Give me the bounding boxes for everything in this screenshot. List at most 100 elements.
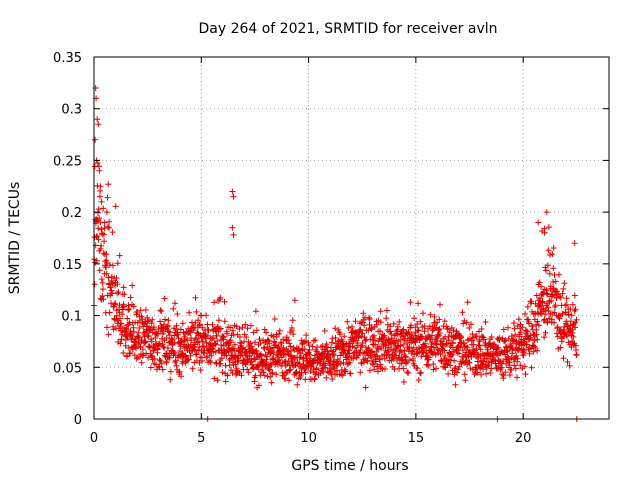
data-point [106,218,113,225]
data-point [357,326,364,333]
data-point [186,309,193,316]
data-point [551,319,557,326]
data-point [425,354,432,361]
data-point [197,321,203,328]
data-point [283,337,290,344]
data-point [359,330,366,337]
data-point [120,350,127,356]
data-point [382,366,388,372]
data-point [130,303,137,310]
data-point [548,297,555,304]
data-point [361,322,368,329]
data-point [108,287,115,294]
data-point [154,346,161,353]
data-point [142,307,149,313]
data-point [466,359,473,366]
data-point [400,365,407,372]
data-point [267,373,274,380]
data-point [429,332,435,339]
data-point [310,337,317,344]
data-point [526,350,533,357]
data-point [524,303,531,310]
data-point [506,372,513,378]
data-point [464,344,471,351]
data-point [95,206,102,213]
data-point [96,267,103,274]
data-point [188,337,195,344]
data-point [270,349,277,356]
data-point [156,340,163,347]
data-point [366,316,373,323]
data-point [100,250,107,257]
data-point [436,330,443,336]
data-point [145,354,152,361]
data-point [167,329,173,336]
data-point [477,346,484,353]
data-point [543,267,549,274]
data-point [526,320,532,327]
x-tick-label: 20 [515,431,532,446]
data-point [103,270,110,277]
data-point [406,344,413,350]
data-point [546,270,553,277]
data-point [492,360,499,367]
data-point [302,369,309,376]
data-point [443,340,450,347]
data-point [220,333,227,340]
data-point [463,319,470,326]
data-point [227,324,234,331]
data-point [464,299,471,306]
data-point [280,372,287,379]
data-point [535,322,542,329]
data-point [243,350,250,356]
data-point [271,316,278,322]
data-point [509,350,516,357]
data-point [337,331,343,338]
data-point [260,357,266,364]
data-point [231,341,238,348]
data-point [450,327,457,334]
data-point [256,382,262,389]
data-point [488,365,495,372]
data-point [411,315,418,322]
data-point [244,356,250,363]
data-point [100,286,106,293]
data-point [261,326,268,333]
data-point [549,251,556,258]
data-point [522,311,528,317]
data-point [536,279,543,286]
data-point [533,292,540,299]
data-point [474,369,481,376]
data-point [174,331,181,338]
data-point [301,346,308,352]
data-point [415,300,422,307]
data-point [511,325,518,332]
data-point [221,318,228,325]
data-point [417,369,424,376]
data-point [544,262,551,269]
data-point [511,362,518,369]
data-point [373,348,380,355]
data-point [219,369,226,376]
data-point [172,357,179,364]
x-tick-label: 10 [300,431,317,446]
data-point [159,366,166,373]
data-point [452,381,459,388]
data-point [563,301,570,308]
data-point [504,347,511,354]
data-point [190,325,197,332]
data-point [461,371,468,378]
data-point [286,352,293,359]
data-point [238,372,245,379]
data-point [247,340,254,347]
data-point [127,350,134,357]
data-point [197,367,204,374]
data-point [570,321,577,327]
data-point [286,340,293,347]
data-point [122,342,129,349]
data-point [124,315,131,322]
data-point [369,334,376,340]
data-point [441,318,448,325]
data-point [96,215,103,222]
data-point [113,312,120,319]
